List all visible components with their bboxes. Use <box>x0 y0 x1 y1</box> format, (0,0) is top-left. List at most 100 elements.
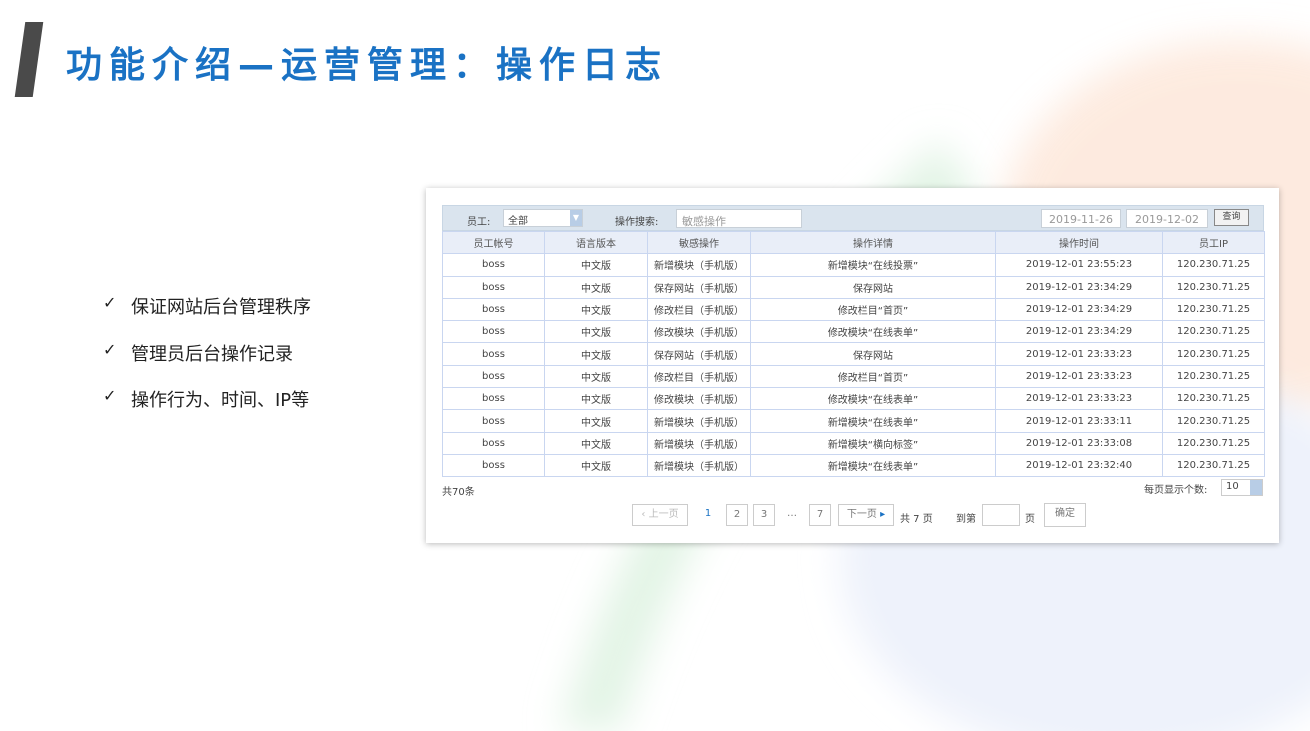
table-cell: 2019-12-01 23:32:40 <box>995 453 1163 478</box>
table-cell: 修改栏目“首页” <box>750 364 996 389</box>
next-label: 下一页 <box>846 509 877 520</box>
column-header: 敏感操作 <box>647 230 751 255</box>
table-row: boss 中文版 新增模块（手机版） 新增模块“在线表单” 2019-12-01 23:… <box>442 453 1265 478</box>
chevron-down-icon <box>1250 480 1262 495</box>
date-to-input[interactable]: 2019-12-02 <box>1126 209 1208 228</box>
employee-select[interactable]: 全部 ▼ <box>503 209 583 227</box>
next-page-button[interactable]: 下一页 ▸ <box>838 504 894 526</box>
table-row: boss 中文版 保存网站（手机版） 保存网站 2019-12-01 23:34:29 1… <box>442 275 1265 299</box>
table-cell: 120.230.71.25 <box>1162 364 1265 389</box>
query-button[interactable]: 查询 <box>1214 209 1249 226</box>
employee-label: 员工: <box>467 217 491 228</box>
column-header: 语言版本 <box>544 230 648 255</box>
feature-text: 操作行为、时间、IP等 <box>131 390 310 411</box>
table-cell: 新增模块（手机版） <box>647 253 751 277</box>
table-cell: 2019-12-01 23:33:23 <box>995 387 1163 411</box>
employee-value: 全部 <box>508 216 528 227</box>
table-cell: 新增模块“在线表单” <box>750 409 996 433</box>
table-cell: 保存网站 <box>750 342 996 366</box>
feature-text: 管理员后台操作记录 <box>131 343 293 365</box>
table-cell: 2019-12-01 23:33:11 <box>995 409 1163 433</box>
table-cell: boss <box>442 275 545 299</box>
prev-page-button[interactable]: ‹ 上一页 <box>632 504 688 526</box>
table-cell: 120.230.71.25 <box>1162 409 1265 433</box>
table-row: boss 中文版 新增模块（手机版） 新增模块“在线投票” 2019-12-01 23:… <box>442 253 1265 277</box>
table-cell: boss <box>442 364 545 389</box>
feature-item: ✓ 保证网站后台管理秩序 <box>103 293 311 340</box>
table-cell: 修改模块“在线表单” <box>750 387 996 411</box>
table-cell: 2019-12-01 23:33:08 <box>995 431 1163 455</box>
filter-toolbar: 员工: 全部 ▼ 操作搜索: 敏感操作 2019-11-26 2019-12-02… <box>442 205 1264 231</box>
table-cell: 保存网站 <box>750 275 996 299</box>
search-input[interactable]: 敏感操作 <box>676 209 802 228</box>
table-cell: 中文版 <box>544 342 648 366</box>
feature-item: ✓ 管理员后台操作记录 <box>103 340 311 387</box>
table-row: boss 中文版 保存网站（手机版） 保存网站 2019-12-01 23:33:23 1… <box>442 342 1265 366</box>
caret-right-icon: ▸ <box>880 509 886 520</box>
table-cell: 修改模块（手机版） <box>647 387 751 411</box>
per-page-label: 每页显示个数: <box>1144 485 1208 496</box>
table-cell: 中文版 <box>544 275 648 299</box>
table-cell: 新增模块“横向标签” <box>750 431 996 455</box>
table-cell: 新增模块“在线投票” <box>750 253 996 277</box>
check-icon: ✓ <box>103 386 117 405</box>
goto-label: 到第 <box>956 514 976 525</box>
page-7[interactable]: 7 <box>809 504 831 526</box>
page-2[interactable]: 2 <box>726 504 748 526</box>
table-cell: 中文版 <box>544 297 648 322</box>
table-cell: 120.230.71.25 <box>1162 275 1265 299</box>
table-cell: boss <box>442 387 545 411</box>
table-cell: 2019-12-01 23:34:29 <box>995 320 1163 344</box>
feature-list: ✓ 保证网站后台管理秩序 ✓ 管理员后台操作记录 ✓ 操作行为、时间、IP等 <box>103 293 311 433</box>
column-header: 员工帐号 <box>442 230 545 255</box>
check-icon: ✓ <box>103 339 117 359</box>
table-cell: 中文版 <box>544 409 648 433</box>
table-cell: boss <box>442 342 545 366</box>
table-cell: 中文版 <box>544 431 648 455</box>
table-cell: 2019-12-01 23:34:29 <box>995 275 1163 299</box>
table-cell: 修改栏目“首页” <box>750 297 996 322</box>
table-cell: 中文版 <box>544 364 648 389</box>
operation-log-panel: 员工: 全部 ▼ 操作搜索: 敏感操作 2019-11-26 2019-12-02… <box>426 188 1279 543</box>
table-cell: 2019-12-01 23:33:23 <box>995 342 1163 366</box>
table-cell: 中文版 <box>544 387 648 411</box>
table-row: boss 中文版 新增模块（手机版） 新增模块“横向标签” 2019-12-01 23:… <box>442 431 1265 455</box>
table-cell: 修改模块“在线表单” <box>750 320 996 344</box>
table-cell: 120.230.71.25 <box>1162 297 1265 322</box>
table-cell: 保存网站（手机版） <box>647 342 751 366</box>
table-cell: boss <box>442 320 545 344</box>
table-cell: boss <box>442 297 545 322</box>
table-cell: 2019-12-01 23:33:23 <box>995 364 1163 389</box>
table-cell: 120.230.71.25 <box>1162 387 1265 411</box>
table-cell: 保存网站（手机版） <box>647 275 751 299</box>
table-cell: 修改栏目（手机版） <box>647 297 751 322</box>
table-cell: boss <box>442 253 545 277</box>
table-cell: 120.230.71.25 <box>1162 431 1265 455</box>
column-header: 员工IP <box>1162 230 1265 255</box>
table-cell: 修改模块（手机版） <box>647 320 751 344</box>
page-1[interactable]: 1 <box>697 504 719 526</box>
page-title: 功能介绍—运营管理：操作日志 <box>66 45 669 86</box>
page-3[interactable]: 3 <box>753 504 775 526</box>
per-page-select[interactable]: 10 <box>1221 479 1263 496</box>
table-cell: 120.230.71.25 <box>1162 342 1265 366</box>
table-row: boss 中文版 修改栏目（手机版） 修改栏目“首页” 2019-12-01 23:34… <box>442 297 1265 322</box>
table-cell: 中文版 <box>544 453 648 478</box>
table-row: boss 中文版 修改模块（手机版） 修改模块“在线表单” 2019-12-01 23:… <box>442 387 1265 411</box>
table-cell: 2019-12-01 23:34:29 <box>995 297 1163 322</box>
feature-item: ✓ 操作行为、时间、IP等 <box>103 386 311 433</box>
table-cell: 新增模块“在线表单” <box>750 453 996 478</box>
goto-page-input[interactable] <box>982 504 1020 526</box>
date-from-input[interactable]: 2019-11-26 <box>1041 209 1121 228</box>
table-header-row: 员工帐号 语言版本 敏感操作 操作详情 操作时间 员工IP <box>442 230 1265 255</box>
column-header: 操作时间 <box>995 230 1163 255</box>
table-cell: boss <box>442 431 545 455</box>
goto-confirm-button[interactable]: 确定 <box>1044 503 1086 527</box>
log-table: 员工帐号 语言版本 敏感操作 操作详情 操作时间 员工IP boss 中文版 新增模块（手机版… <box>442 230 1265 478</box>
table-cell: 修改栏目（手机版） <box>647 364 751 389</box>
table-cell: 2019-12-01 23:55:23 <box>995 253 1163 277</box>
table-row: boss 中文版 修改模块（手机版） 修改模块“在线表单” 2019-12-01 23:… <box>442 320 1265 344</box>
table-cell: 中文版 <box>544 320 648 344</box>
page-unit: 页 <box>1025 514 1035 525</box>
per-page-value: 10 <box>1226 481 1239 492</box>
